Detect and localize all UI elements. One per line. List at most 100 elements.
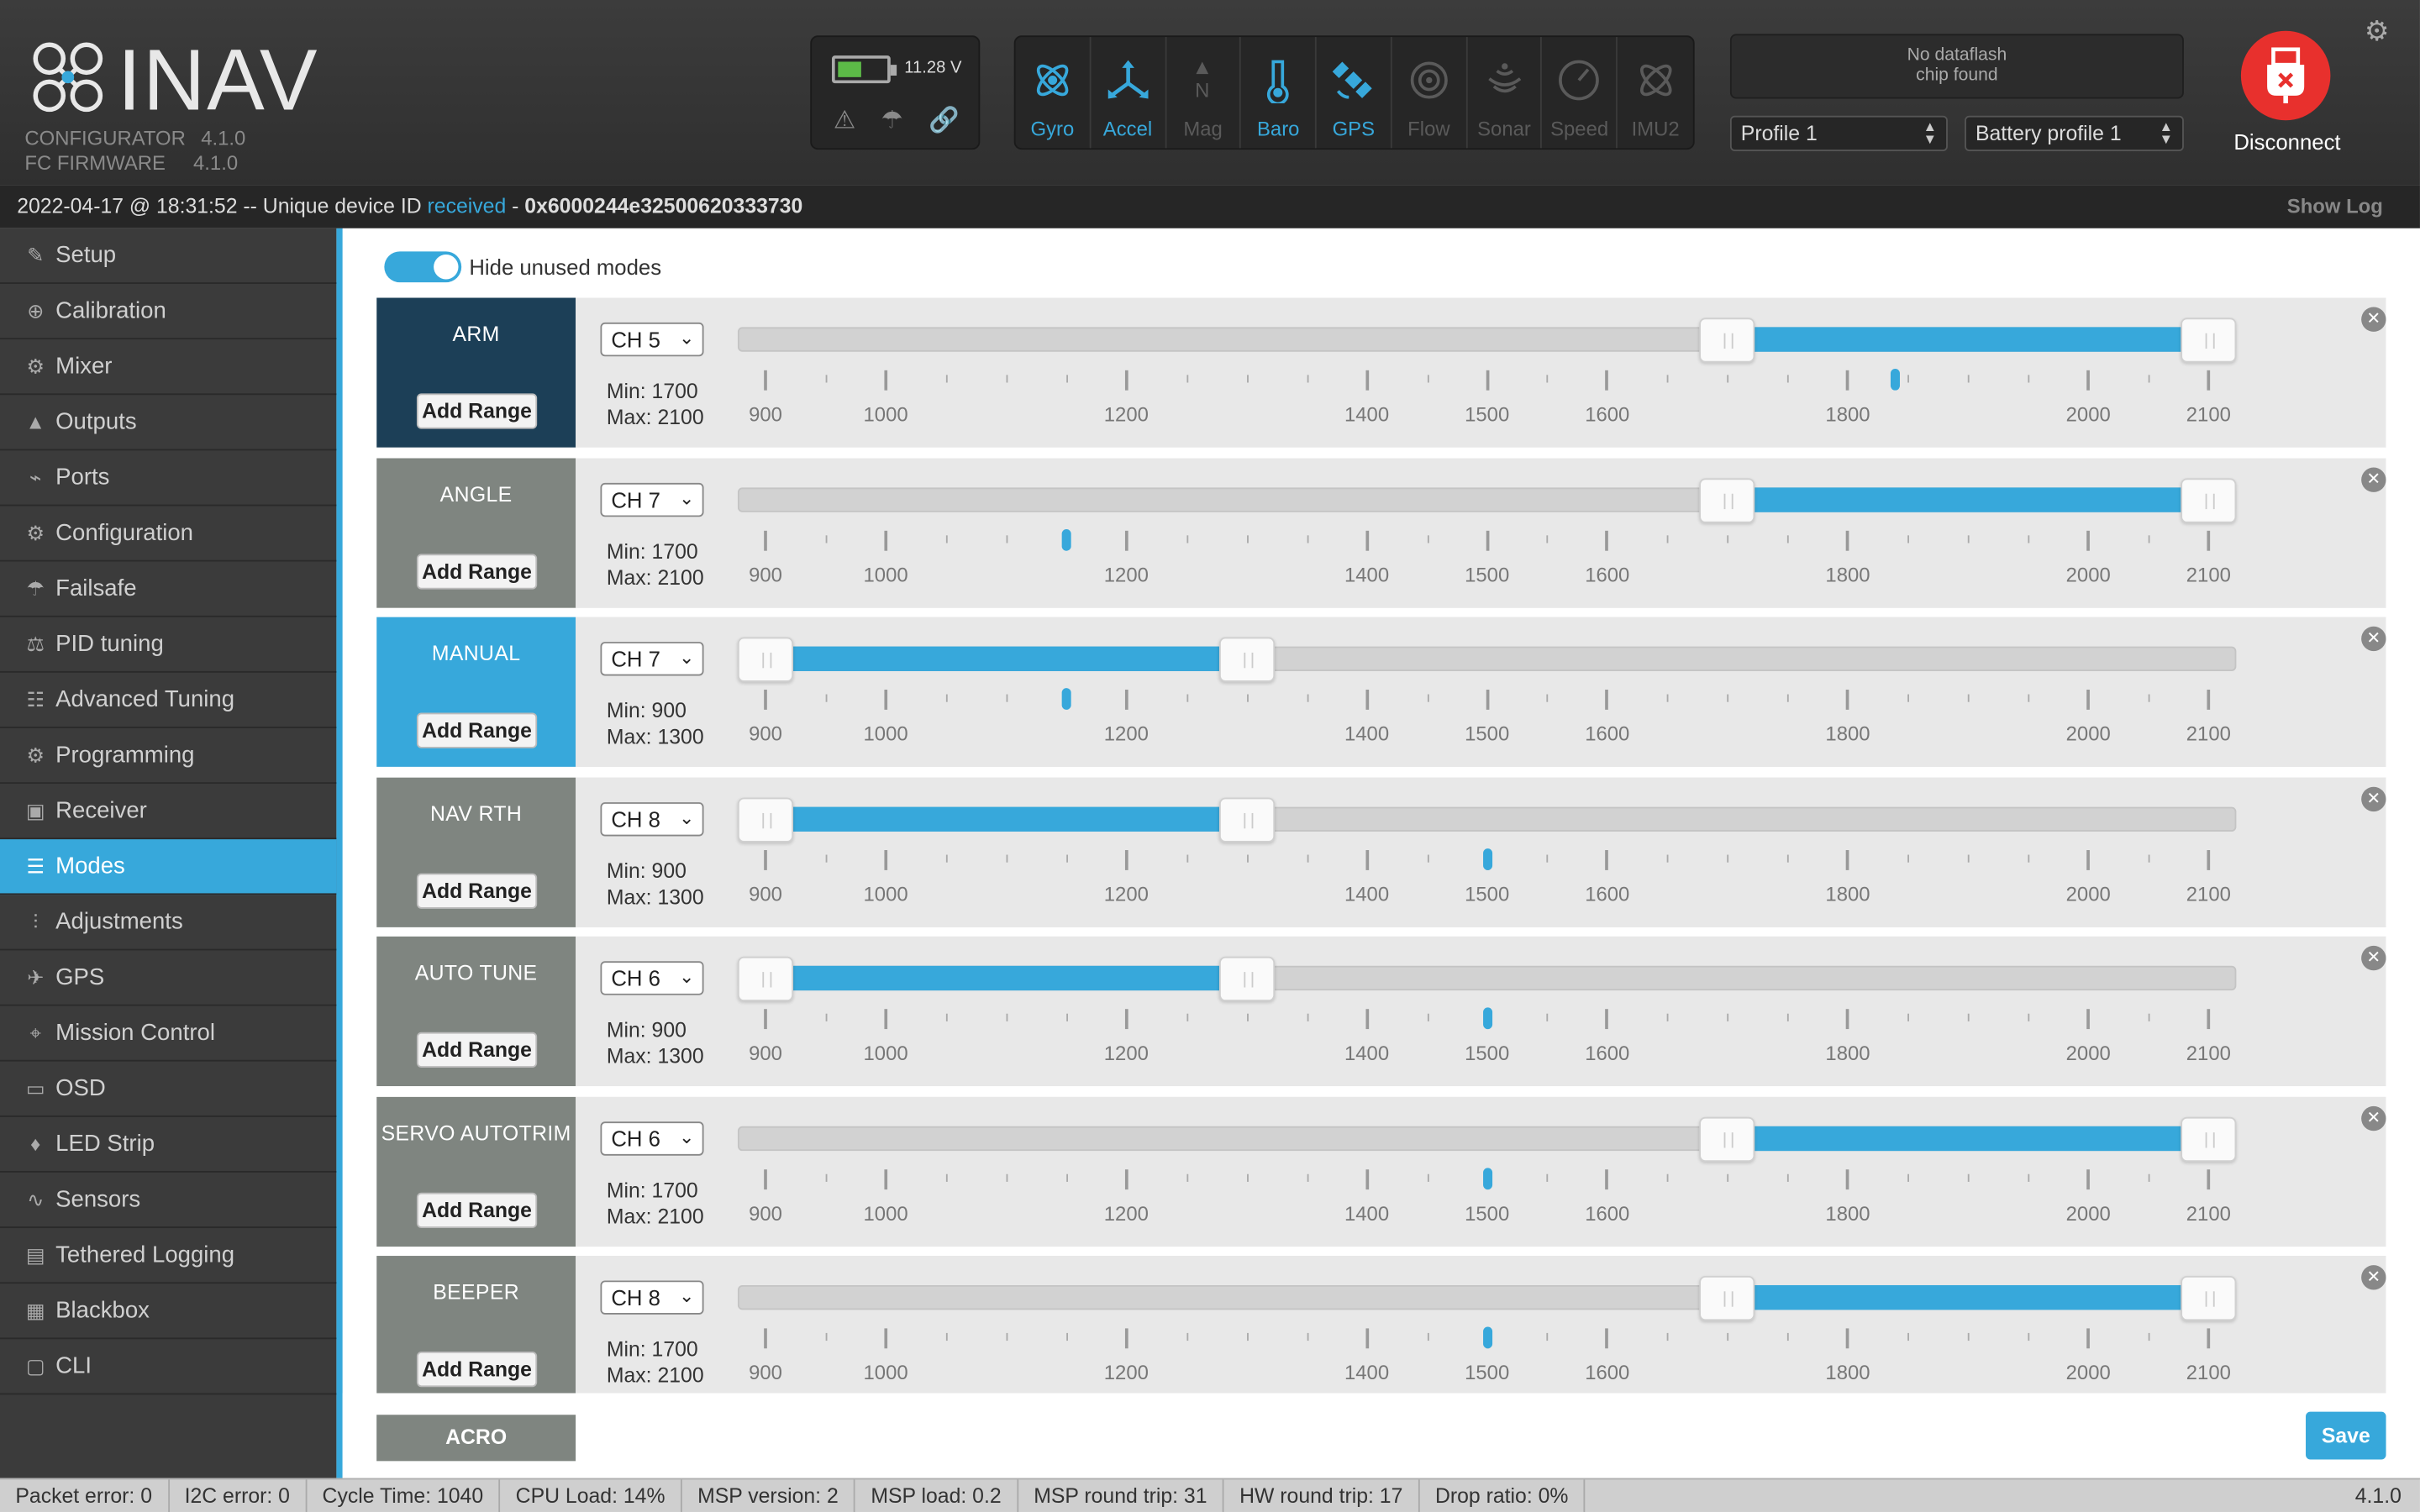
remove-range-icon[interactable]: ✕	[2361, 466, 2386, 491]
scale-tick-minor	[1006, 694, 1008, 702]
channel-select[interactable]: CH 7 ⌄	[600, 481, 704, 517]
sidebar-item-setup[interactable]: ✎ Setup	[0, 228, 337, 284]
sidebar-item-adjustments[interactable]: ⫶ Adjustments	[0, 895, 337, 951]
sidebar-item-ports[interactable]: ⌁ Ports	[0, 450, 337, 507]
channel-select[interactable]: CH 7 ⌄	[600, 642, 704, 676]
channel-select[interactable]: CH 8 ⌄	[600, 801, 704, 836]
sidebar-item-mixer[interactable]: ⚙ Mixer	[0, 339, 337, 396]
settings-gear-icon[interactable]: ⚙	[2364, 15, 2390, 47]
show-log-link[interactable]: Show Log	[2286, 194, 2383, 218]
scale-tick-minor	[1065, 1332, 1068, 1341]
mode-row: AUTO TUNE Add Range CH 6 ⌄ Min: 900 Max: 1300…	[376, 936, 2386, 1087]
scale-tick-minor	[1306, 534, 1308, 543]
scale-tick-minor	[1907, 1332, 1910, 1341]
scale-tick-minor	[1968, 1173, 1970, 1181]
sidebar-item-pid-tuning[interactable]: ⚖ PID tuning	[0, 617, 337, 673]
sidebar-item-failsafe[interactable]: ☂ Failsafe	[0, 562, 337, 617]
range-min-handle[interactable]	[737, 637, 794, 682]
scale-tick-label: 900	[749, 881, 782, 906]
svg-text:N: N	[1196, 80, 1210, 102]
sidebar-item-programming[interactable]: ⚙ Programming	[0, 728, 337, 785]
channel-position-marker	[1061, 528, 1071, 550]
advanced-tuning-icon: ☷	[26, 687, 45, 711]
scale-tick-minor	[945, 534, 948, 543]
remove-range-icon[interactable]: ✕	[2361, 626, 2386, 652]
sensor-sonar: Sonar	[1467, 37, 1543, 149]
add-range-button[interactable]: Add Range	[416, 872, 538, 908]
sidebar-item-modes[interactable]: ☰ Modes	[0, 839, 337, 895]
sidebar-item-calibration[interactable]: ⊕ Calibration	[0, 284, 337, 340]
sidebar-item-sensors[interactable]: ∿ Sensors	[0, 1173, 337, 1229]
add-range-button[interactable]: Add Range	[416, 712, 538, 748]
range-min-handle[interactable]	[1699, 477, 1755, 522]
scale-tick-major	[2086, 849, 2091, 869]
scale-tick-major	[1124, 1168, 1128, 1189]
sidebar-item-configuration[interactable]: ⚙ Configuration	[0, 506, 337, 562]
channel-select[interactable]: CH 6 ⌄	[600, 961, 704, 995]
scale-tick-label: 1600	[1585, 1200, 1630, 1225]
scale-tick-major	[884, 1328, 887, 1349]
sidebar-item-gps[interactable]: ✈ GPS	[0, 950, 337, 1006]
range-max-handle[interactable]	[1218, 796, 1275, 842]
remove-range-icon[interactable]: ✕	[2361, 785, 2386, 811]
scale-tick-minor	[1186, 694, 1188, 702]
add-range-button[interactable]: Add Range	[416, 1351, 538, 1388]
sidebar-item-receiver[interactable]: ▣ Receiver	[0, 784, 337, 840]
sidebar-item-tethered-logging[interactable]: ▤ Tethered Logging	[0, 1228, 337, 1284]
remove-range-icon[interactable]: ✕	[2361, 1265, 2386, 1290]
range-min-handle[interactable]	[1699, 1116, 1755, 1162]
scale-tick-major	[1365, 849, 1369, 869]
range-max-handle[interactable]	[2181, 1275, 2237, 1321]
sidebar-item-label: Mission Control	[55, 1019, 215, 1046]
scale-tick-minor	[1667, 853, 1670, 862]
sidebar-item-advanced-tuning[interactable]: ☷ Advanced Tuning	[0, 673, 337, 728]
mode-range-panel: CH 8 ⌄ Min: 1700 Max: 2100 900 1000 1200 1400 15…	[576, 1256, 2386, 1394]
sidebar-item-label: Adjustments	[55, 907, 183, 935]
sidebar-item-cli[interactable]: ▢ CLI	[0, 1339, 337, 1395]
range-max-handle[interactable]	[1218, 956, 1275, 1002]
scale-tick-major	[1605, 849, 1609, 869]
remove-range-icon[interactable]: ✕	[2361, 307, 2386, 332]
range-min-handle[interactable]	[1699, 318, 1755, 363]
sidebar-item-led-strip[interactable]: ♦ LED Strip	[0, 1117, 337, 1173]
scale-tick-label: 1000	[863, 1200, 908, 1225]
scale-tick-major	[764, 1168, 767, 1189]
range-min-handle[interactable]	[737, 796, 794, 842]
add-range-button[interactable]: Add Range	[416, 553, 538, 589]
status-timestamp: 2022-04-17 @ 18:31:52	[17, 194, 238, 218]
sidebar-item-outputs[interactable]: ▲ Outputs	[0, 395, 337, 451]
range-min-handle[interactable]	[737, 956, 794, 1002]
battery-profile-select[interactable]: Battery profile 1 ▲ ▼	[1965, 115, 2184, 151]
save-button[interactable]: Save	[2306, 1411, 2386, 1460]
channel-select[interactable]: CH 8 ⌄	[600, 1280, 704, 1315]
add-range-button[interactable]: Add Range	[416, 393, 538, 429]
channel-select-value: CH 8	[611, 806, 660, 832]
range-max-handle[interactable]	[1218, 637, 1275, 682]
range-minmax: Min: 1700 Max: 2100	[607, 1336, 704, 1389]
sidebar-item-blackbox[interactable]: ▦ Blackbox	[0, 1284, 337, 1340]
disconnect-button[interactable]	[2240, 30, 2331, 121]
add-range-button[interactable]: Add Range	[416, 1032, 538, 1068]
add-range-button[interactable]: Add Range	[416, 1191, 538, 1228]
channel-position-marker	[1482, 1007, 1492, 1030]
channel-select[interactable]: CH 6 ⌄	[600, 1121, 704, 1155]
range-max-handle[interactable]	[2181, 477, 2237, 522]
sidebar-item-label: OSD	[55, 1074, 106, 1101]
pid-icon: ⚖	[26, 632, 45, 655]
range-max-handle[interactable]	[2181, 318, 2237, 363]
sidebar-item-osd[interactable]: ▭ OSD	[0, 1062, 337, 1117]
modes-footer: ACRO Save	[342, 1393, 2420, 1478]
scale-tick-minor	[1427, 1013, 1428, 1021]
mode-name-panel: AUTO TUNE Add Range	[376, 936, 576, 1087]
sidebar-item-mission-control[interactable]: ⌖ Mission Control	[0, 1006, 337, 1062]
range-max-handle[interactable]	[2181, 1116, 2237, 1162]
range-min-handle[interactable]	[1699, 1275, 1755, 1321]
scale-tick-minor	[1186, 375, 1188, 383]
inav-logo-icon	[33, 42, 103, 113]
remove-range-icon[interactable]: ✕	[2361, 1105, 2386, 1131]
outputs-icon: ▲	[25, 409, 46, 433]
channel-select[interactable]: CH 5 ⌄	[600, 322, 704, 357]
profile-select[interactable]: Profile 1 ▲ ▼	[1729, 115, 1948, 151]
remove-range-icon[interactable]: ✕	[2361, 945, 2386, 971]
hide-unused-toggle[interactable]	[384, 251, 462, 283]
